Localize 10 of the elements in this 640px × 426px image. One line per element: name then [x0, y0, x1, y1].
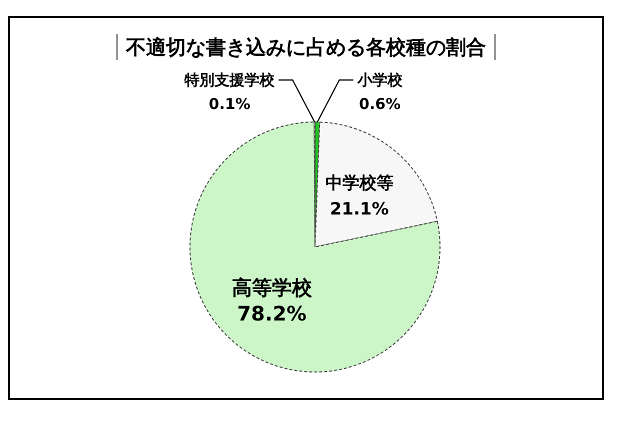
chart-title: 不適切な書き込みに占める各校種の割合 [116, 34, 496, 60]
data-label: 0.1% [208, 95, 250, 113]
data-label: 21.1% [330, 199, 389, 220]
slice-label: 中学校等 [325, 173, 394, 194]
slice-label: 高等学校 [232, 276, 313, 300]
slice-label: 特別支援学校 [184, 71, 276, 89]
slice-label: 小学校 [356, 71, 404, 90]
pie-slice [190, 122, 440, 372]
data-label: 0.6% [359, 95, 401, 114]
data-label: 78.2% [237, 302, 307, 326]
